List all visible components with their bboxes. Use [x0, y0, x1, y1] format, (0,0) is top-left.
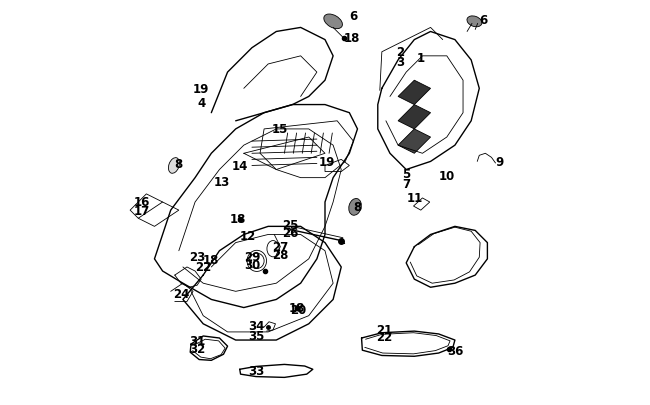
Text: 8: 8 [354, 200, 361, 213]
Text: 9: 9 [495, 156, 504, 168]
Text: 29: 29 [244, 251, 260, 264]
Text: 22: 22 [195, 260, 211, 273]
Text: 15: 15 [272, 123, 289, 136]
Text: 3: 3 [396, 56, 404, 69]
Text: 14: 14 [231, 160, 248, 173]
Text: 7: 7 [402, 178, 410, 191]
Text: 6: 6 [349, 10, 358, 23]
Text: 22: 22 [376, 330, 392, 343]
Text: 13: 13 [213, 176, 229, 189]
Ellipse shape [349, 199, 361, 216]
Text: 8: 8 [175, 158, 183, 171]
Ellipse shape [168, 158, 179, 174]
Text: 27: 27 [272, 241, 289, 254]
Text: 35: 35 [248, 330, 264, 343]
Polygon shape [398, 105, 430, 130]
Text: 4: 4 [197, 97, 205, 110]
Text: 34: 34 [248, 320, 264, 333]
Text: 18: 18 [229, 212, 246, 225]
Text: 19: 19 [193, 83, 209, 96]
Text: 19: 19 [319, 156, 335, 168]
Text: 18: 18 [289, 301, 305, 314]
Text: 36: 36 [447, 344, 463, 357]
Text: 25: 25 [282, 218, 299, 231]
Text: 24: 24 [173, 287, 189, 300]
Text: 20: 20 [291, 303, 307, 316]
Ellipse shape [467, 17, 482, 28]
Ellipse shape [324, 15, 343, 30]
Text: 17: 17 [134, 204, 150, 217]
Polygon shape [398, 130, 430, 154]
Text: 33: 33 [248, 364, 264, 377]
Polygon shape [398, 81, 430, 105]
Text: 28: 28 [272, 249, 289, 262]
Text: 11: 11 [406, 191, 422, 204]
Text: 18: 18 [343, 32, 359, 45]
Text: 12: 12 [240, 229, 256, 242]
Text: 1: 1 [417, 52, 424, 65]
Text: 26: 26 [282, 226, 299, 239]
Text: 23: 23 [189, 251, 205, 264]
Text: 18: 18 [203, 254, 220, 266]
Text: 21: 21 [376, 324, 392, 337]
Text: 16: 16 [134, 196, 151, 209]
Text: 30: 30 [244, 259, 260, 272]
Text: 31: 31 [189, 335, 205, 347]
Text: 10: 10 [439, 170, 455, 183]
Text: 32: 32 [189, 343, 205, 356]
Text: 6: 6 [479, 14, 488, 27]
Text: 2: 2 [396, 46, 404, 59]
Text: 5: 5 [402, 168, 410, 181]
